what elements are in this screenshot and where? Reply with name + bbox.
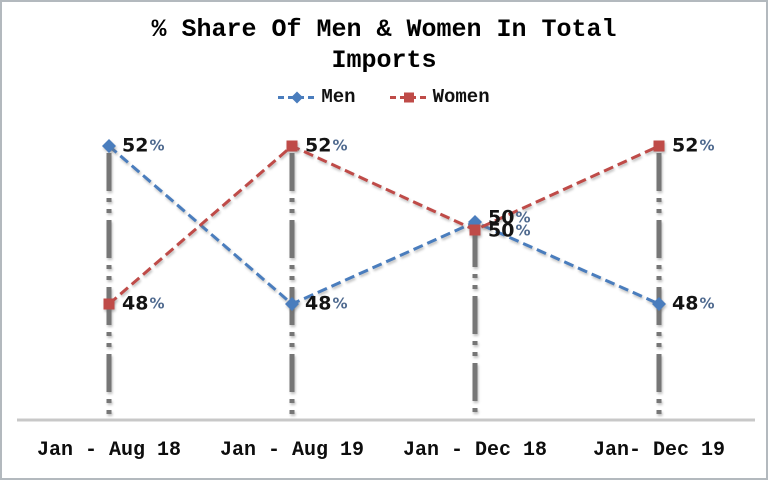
legend-marker-square-icon — [389, 92, 428, 102]
men-series-path — [108, 144, 660, 306]
legend-item-women: Women — [389, 86, 490, 108]
legend-marker-diamond-icon — [278, 91, 317, 103]
legend: Men Women — [2, 86, 766, 108]
x-label-0: Jan - Aug 18 — [36, 439, 182, 462]
data-label-men-1: 48% — [305, 292, 348, 315]
data-label-women-2: 50% — [488, 219, 531, 242]
data-label-women-1: 52% — [305, 134, 348, 157]
diamond-marker — [652, 297, 666, 311]
diamond-marker — [285, 297, 299, 311]
x-label-1: Jan - Aug 19 — [219, 439, 365, 462]
data-label-men-0: 52% — [122, 134, 165, 157]
square-marker — [469, 224, 481, 236]
chart-title: % Share Of Men & Women In Total Imports — [151, 15, 617, 75]
women-markers — [103, 140, 665, 310]
women-line — [108, 144, 660, 306]
women-series-path — [108, 144, 660, 306]
square-marker — [286, 140, 298, 152]
legend-item-men: Men — [278, 86, 356, 108]
x-label-2: Jan - Dec 18 — [402, 439, 548, 462]
diamond-marker — [102, 139, 116, 153]
square-marker — [103, 298, 115, 310]
droplines — [106, 153, 662, 419]
legend-label: Women — [432, 86, 490, 108]
legend-label: Men — [321, 86, 356, 108]
data-label-women-3: 52% — [672, 134, 715, 157]
men-markers — [102, 139, 666, 311]
data-label-men-3: 48% — [672, 292, 715, 315]
men-line — [108, 144, 660, 306]
data-label-women-0: 48% — [122, 292, 165, 315]
data-label-men-2: 50% — [488, 206, 531, 229]
x-label-3: Jan- Dec 19 — [592, 439, 726, 462]
square-marker — [653, 140, 665, 152]
